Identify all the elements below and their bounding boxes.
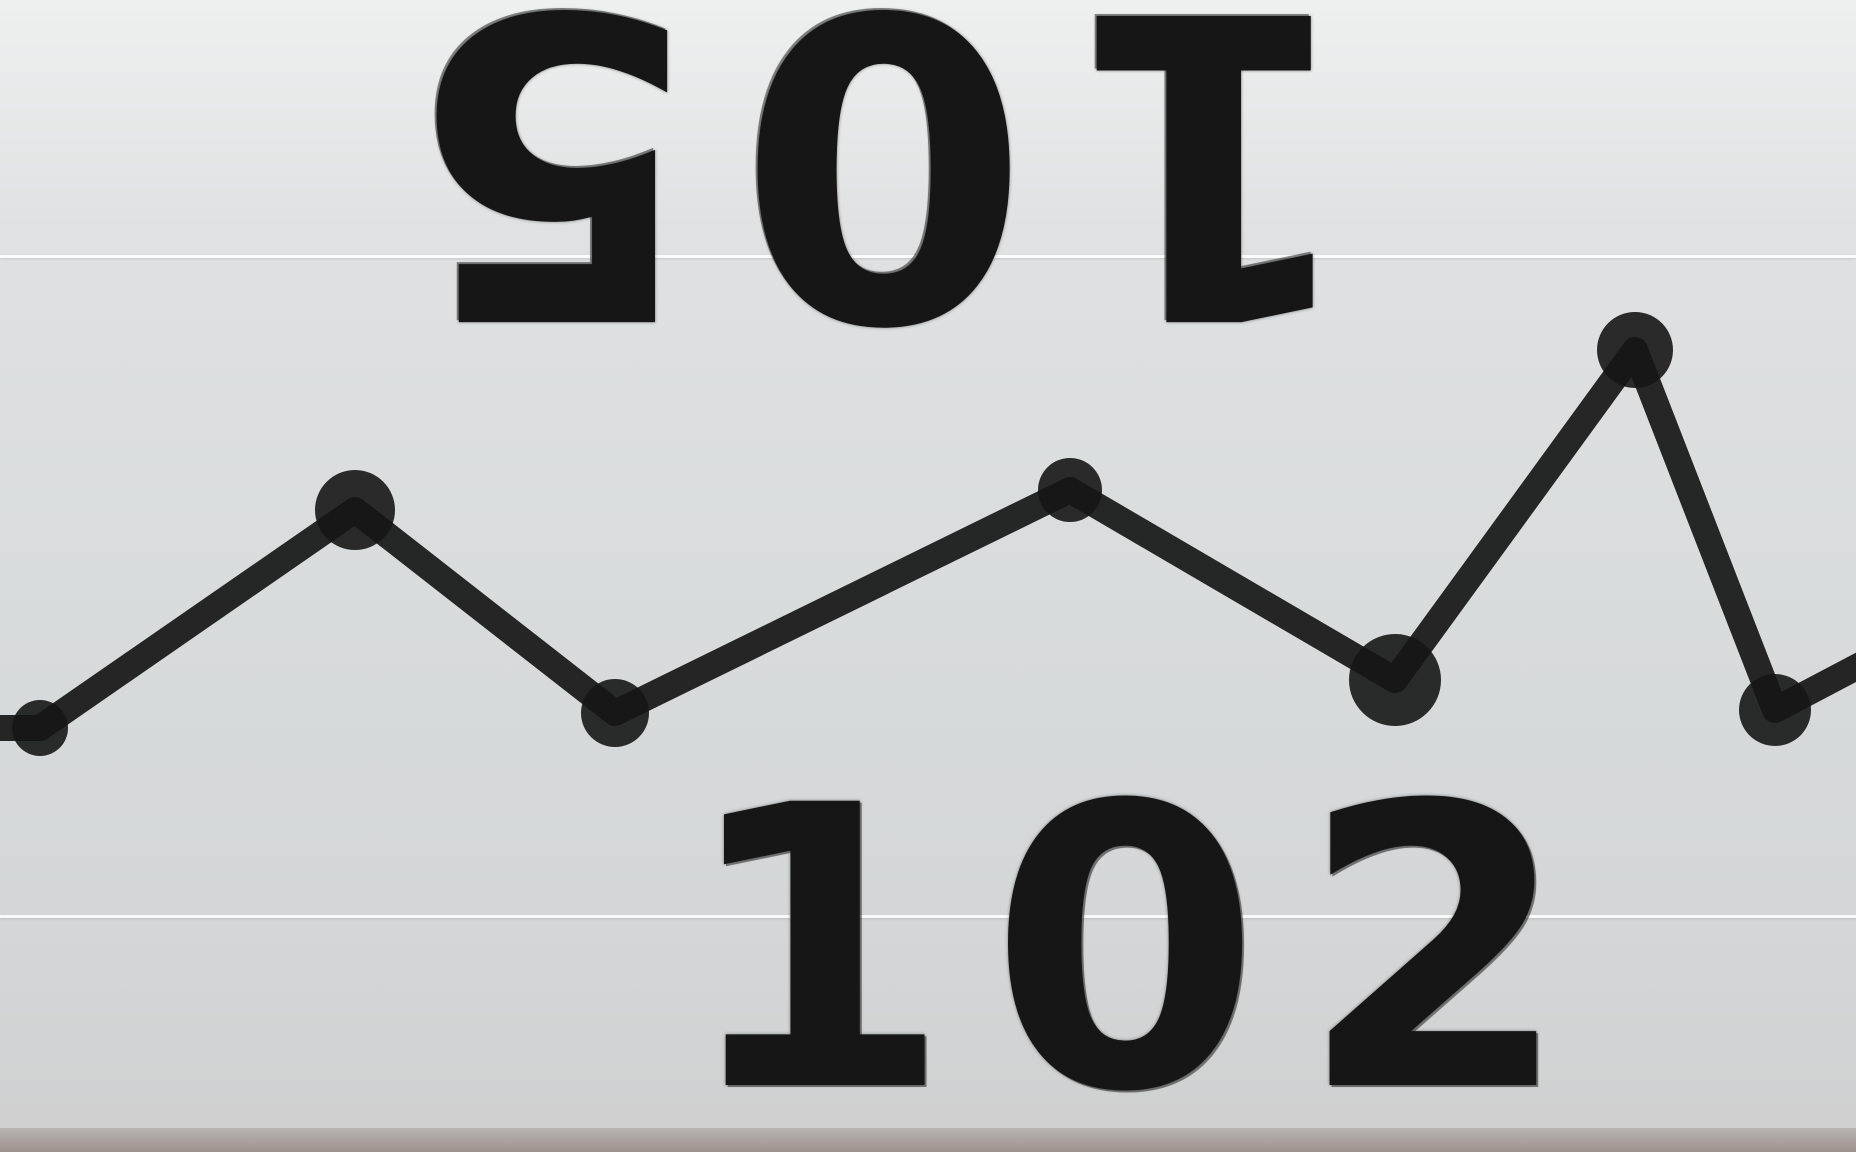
board-seam-top: [0, 255, 1856, 258]
line-marker-dot: [12, 700, 68, 756]
line-marker-dot: [581, 679, 649, 747]
line-marker-dot: [1349, 634, 1441, 726]
line-markers: [12, 312, 1811, 756]
zigzag-stroke: [0, 337, 1856, 741]
board-bottom-frame: [0, 1128, 1856, 1152]
board-seam-bottom: [0, 915, 1856, 918]
line-marker-dot: [1739, 674, 1811, 746]
line-marker-dot: [1038, 458, 1102, 522]
handwritten-number-bottom: 102: [680, 723, 1609, 1152]
line-marker-dot: [1597, 312, 1673, 388]
line-marker-dot: [315, 470, 395, 550]
